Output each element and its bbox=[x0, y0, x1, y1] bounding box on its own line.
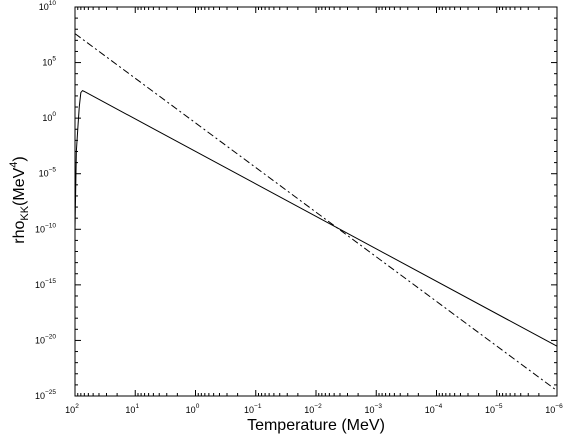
y-axis-label: rhoKK(MeV4) bbox=[8, 156, 31, 244]
y-axis-label-base: rho bbox=[11, 221, 28, 244]
y-tick-label: 100 bbox=[42, 111, 56, 123]
series-layer bbox=[74, 33, 558, 392]
y-tick-label: 10−5 bbox=[39, 167, 57, 179]
y-tick-label: 10−15 bbox=[35, 278, 56, 290]
y-axis-label-sub: KK bbox=[19, 205, 31, 220]
x-axis-label: Temperature (MeV) bbox=[247, 417, 385, 434]
x-tick-label: 10−3 bbox=[365, 403, 383, 415]
x-tick-label: 10−5 bbox=[485, 403, 503, 415]
x-tick-label: 10−6 bbox=[545, 403, 563, 415]
x-tick-label: 10−2 bbox=[304, 403, 322, 415]
y-axis-label-open: (MeV bbox=[11, 167, 28, 206]
y-tick-label: 10−25 bbox=[35, 389, 56, 401]
x-tick-label: 100 bbox=[186, 403, 200, 415]
y-tick-label: 105 bbox=[42, 56, 56, 68]
y-axis-label-close: ) bbox=[11, 156, 28, 161]
x-tick-label: 10−4 bbox=[425, 403, 443, 415]
y-axis-label-sup: 4 bbox=[8, 162, 20, 168]
x-tick-label: 102 bbox=[65, 403, 79, 415]
x-tick-label: 101 bbox=[125, 403, 139, 415]
y-tick-label: 10−10 bbox=[35, 222, 56, 234]
x-tick-label: 10−1 bbox=[244, 403, 262, 415]
y-tick-label: 10−20 bbox=[35, 333, 56, 345]
y-tick-label: 1010 bbox=[39, 0, 57, 12]
axis-ticks bbox=[74, 6, 558, 397]
tick-labels: 102 101 100 10−1 10−2 10−3 10−4 10−5 10−6 1010 105… bbox=[35, 0, 563, 415]
series-line-solid bbox=[74, 89, 558, 347]
series-line-dashdot bbox=[74, 33, 558, 392]
